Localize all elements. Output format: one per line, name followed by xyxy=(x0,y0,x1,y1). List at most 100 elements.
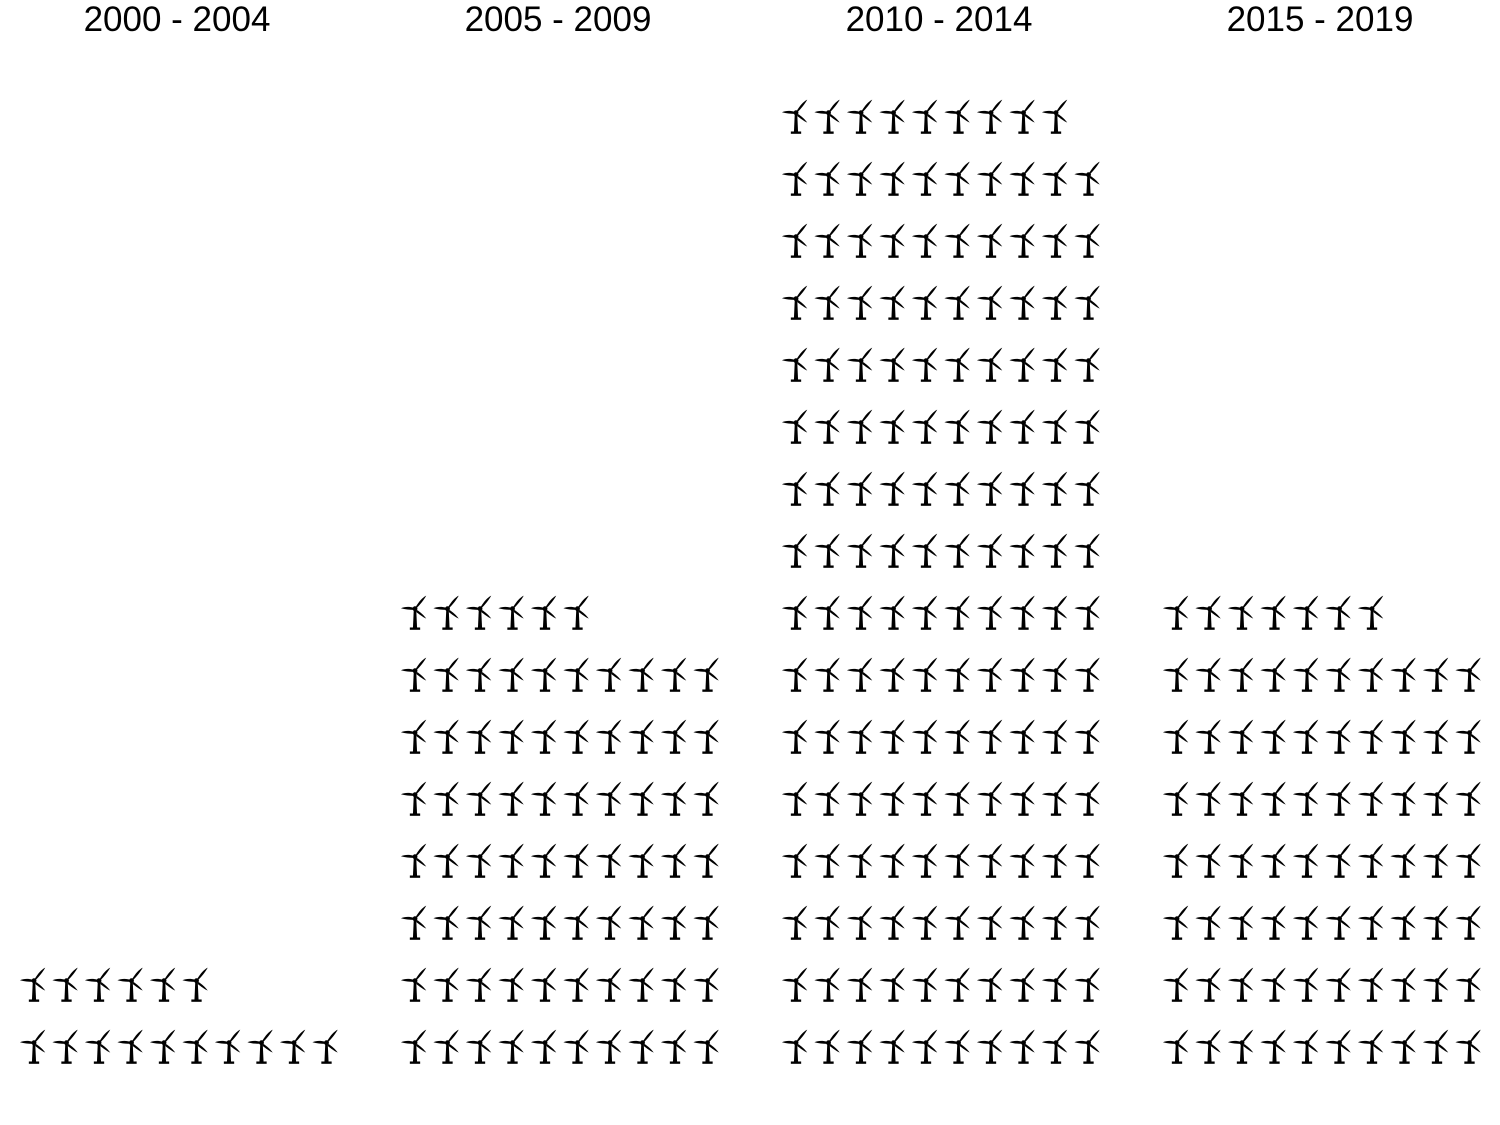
wind-turbine-icon xyxy=(1390,781,1416,816)
wind-turbine-icon xyxy=(1162,967,1189,1002)
wind-turbine-icon xyxy=(400,843,427,878)
wind-turbine-icon xyxy=(1041,409,1068,444)
wind-turbine-icon xyxy=(976,967,1003,1002)
wind-turbine-icon xyxy=(944,99,970,134)
wind-turbine-icon xyxy=(1292,843,1319,878)
wind-turbine-icon xyxy=(814,409,840,444)
wind-turbine-icon xyxy=(693,1029,719,1064)
wind-turbine-icon xyxy=(1455,967,1481,1002)
wind-turbine-icon xyxy=(1041,285,1068,320)
wind-turbine-icon xyxy=(879,99,905,134)
wind-turbine-icon xyxy=(1041,843,1068,878)
wind-turbine-icon xyxy=(1041,533,1068,568)
wind-turbine-icon xyxy=(911,161,938,196)
wind-turbine-icon xyxy=(814,99,840,134)
wind-turbine-icon xyxy=(628,967,654,1002)
wind-turbine-icon xyxy=(944,347,970,382)
wind-turbine-icon xyxy=(1041,347,1068,382)
wind-turbine-icon xyxy=(1074,719,1100,754)
wind-turbine-icon xyxy=(1227,1029,1254,1064)
wind-turbine-icon xyxy=(1074,471,1100,506)
wind-turbine-icon xyxy=(433,967,459,1002)
wind-turbine-icon xyxy=(465,843,492,878)
wind-turbine-icon xyxy=(879,533,905,568)
wind-turbine-icon xyxy=(911,471,938,506)
wind-turbine-icon xyxy=(530,781,557,816)
wind-turbine-icon xyxy=(1325,657,1351,692)
wind-turbine-icon xyxy=(879,781,905,816)
wind-turbine-icon xyxy=(1162,719,1189,754)
wind-turbine-icon xyxy=(1041,223,1068,258)
wind-turbine-icon xyxy=(1292,595,1319,630)
wind-turbine-icon xyxy=(879,719,905,754)
wind-turbine-icon xyxy=(846,595,873,630)
wind-turbine-icon xyxy=(247,1029,273,1064)
wind-turbine-icon xyxy=(433,1029,459,1064)
wind-turbine-icon xyxy=(976,533,1003,568)
wind-turbine-icon xyxy=(1227,967,1254,1002)
wind-turbine-icon xyxy=(911,533,938,568)
wind-turbine-icon xyxy=(1009,967,1035,1002)
wind-turbine-icon xyxy=(628,905,654,940)
wind-turbine-icon xyxy=(911,657,938,692)
wind-turbine-icon xyxy=(911,719,938,754)
wind-turbine-icon xyxy=(879,905,905,940)
wind-turbine-icon xyxy=(400,967,427,1002)
wind-turbine-icon xyxy=(814,161,840,196)
wind-turbine-icon xyxy=(1162,595,1189,630)
wind-turbine-icon xyxy=(976,409,1003,444)
wind-turbine-icon xyxy=(498,905,524,940)
wind-turbine-icon xyxy=(781,595,808,630)
wind-turbine-icon xyxy=(1009,347,1035,382)
wind-turbine-icon xyxy=(976,719,1003,754)
wind-turbine-icon xyxy=(781,781,808,816)
wind-turbine-icon xyxy=(563,1029,589,1064)
wind-turbine-icon xyxy=(465,719,492,754)
wind-turbine-icon xyxy=(595,657,622,692)
wind-turbine-icon xyxy=(1074,223,1100,258)
wind-turbine-icon xyxy=(693,967,719,1002)
wind-turbine-icon xyxy=(976,223,1003,258)
wind-turbine-icon xyxy=(1074,1029,1100,1064)
wind-turbine-icon xyxy=(19,1029,46,1064)
wind-turbine-icon xyxy=(1390,905,1416,940)
wind-turbine-icon xyxy=(660,843,687,878)
wind-turbine-icon xyxy=(846,409,873,444)
panel-title: 2000 - 2004 xyxy=(84,0,271,39)
wind-turbine-icon xyxy=(595,781,622,816)
wind-turbine-icon xyxy=(1422,967,1449,1002)
wind-turbine-icon xyxy=(1074,657,1100,692)
wind-turbine-icon xyxy=(1357,595,1384,630)
wind-turbine-icon xyxy=(400,1029,427,1064)
wind-turbine-icon xyxy=(1292,1029,1319,1064)
panel-2005-2009: 2005 - 2009 xyxy=(400,0,719,1064)
wind-turbine-icon xyxy=(781,471,808,506)
wind-turbine-icon xyxy=(911,781,938,816)
wind-turbine-icon xyxy=(1009,161,1035,196)
wind-turbine-icon xyxy=(781,223,808,258)
wind-turbine-icon xyxy=(1260,595,1286,630)
wind-turbine-icon xyxy=(1390,843,1416,878)
wind-turbine-icon xyxy=(1260,719,1286,754)
wind-turbine-icon xyxy=(498,1029,524,1064)
wind-turbine-icon xyxy=(530,1029,557,1064)
wind-turbine-icon xyxy=(1041,595,1068,630)
panel-2015-2019: 2015 - 2019 xyxy=(1162,0,1481,1064)
wind-turbine-icon xyxy=(911,99,938,134)
wind-turbine-icon xyxy=(879,595,905,630)
wind-turbine-icon xyxy=(1260,967,1286,1002)
wind-turbine-icon xyxy=(976,595,1003,630)
wind-turbine-icon xyxy=(1195,657,1221,692)
wind-turbine-icon xyxy=(530,967,557,1002)
wind-turbine-icon xyxy=(400,905,427,940)
wind-turbine-icon xyxy=(1390,1029,1416,1064)
wind-turbine-icon xyxy=(814,223,840,258)
wind-turbine-icon xyxy=(846,533,873,568)
wind-turbine-icon xyxy=(846,471,873,506)
wind-turbine-icon xyxy=(911,409,938,444)
wind-turbine-icon xyxy=(19,967,46,1002)
wind-turbine-icon xyxy=(1041,781,1068,816)
wind-turbine-icon xyxy=(944,409,970,444)
wind-turbine-icon xyxy=(660,1029,687,1064)
